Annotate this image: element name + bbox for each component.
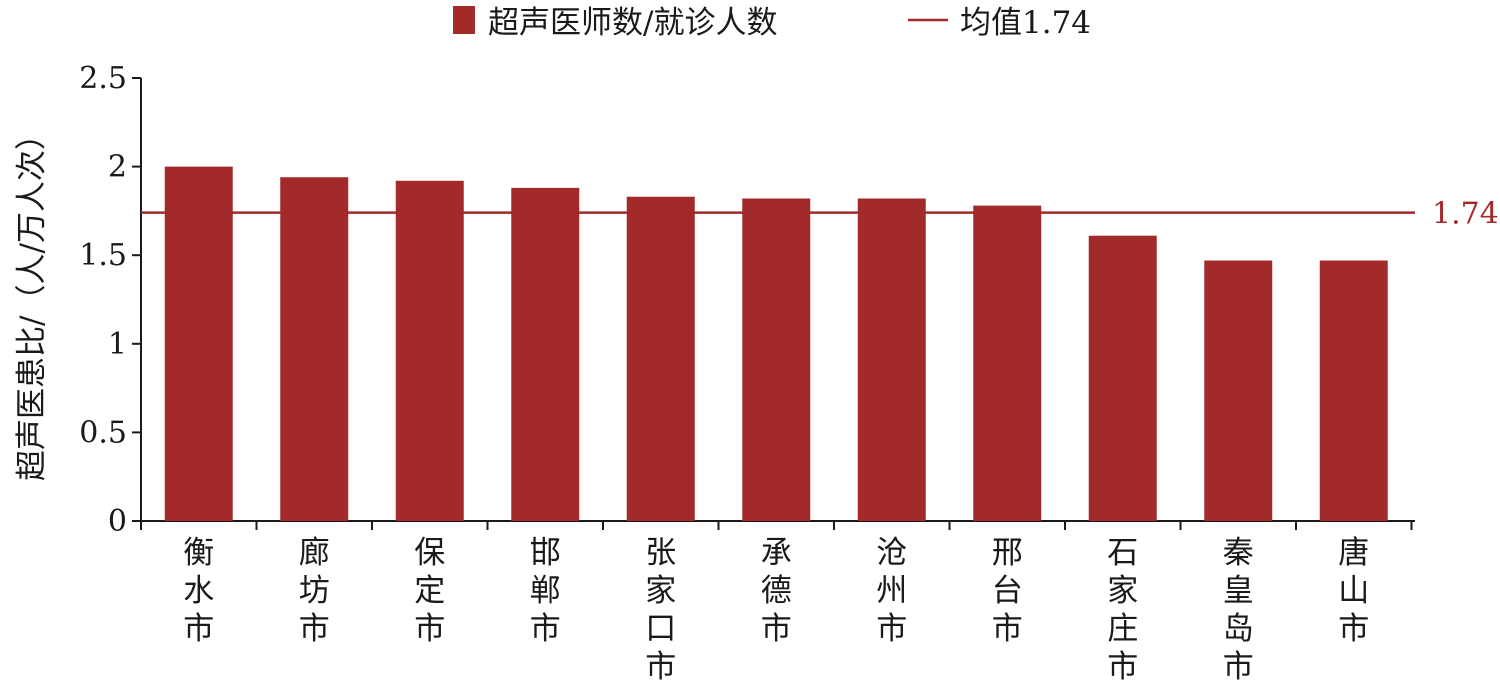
x-category-label: 邢台市 (992, 535, 1023, 647)
y-tick-label: 1 (108, 327, 127, 362)
x-category-label: 保定市 (414, 535, 445, 647)
bar (1204, 260, 1273, 521)
bar (395, 180, 464, 521)
category-labels: 衡水市 廊坊市 保定市 邯郸市 张家口市 承德市 沧州市 邢台市 石家庄市 秦皇岛市 唐山市 (183, 535, 1369, 685)
legend-bar-swatch (453, 6, 475, 34)
bar (857, 198, 926, 521)
y-tick-label: 0 (108, 504, 127, 539)
y-tick-label: 1.5 (79, 238, 127, 273)
bar (973, 205, 1042, 522)
x-category-label: 廊坊市 (299, 535, 330, 647)
bar (626, 196, 695, 521)
y-axis: 0 0.5 1 1.5 2 2.5 (79, 61, 142, 539)
bars (164, 166, 1388, 522)
x-category-label: 石家庄市 (1107, 535, 1138, 685)
bar (164, 166, 233, 521)
legend-mean-label: 均值1.74 (960, 5, 1091, 41)
y-tick-label: 2 (108, 150, 127, 185)
x-category-label: 张家口市 (645, 535, 676, 685)
bar (511, 187, 580, 521)
x-category-label: 邯郸市 (530, 535, 561, 647)
x-category-label: 衡水市 (183, 535, 214, 647)
y-tick-label: 2.5 (79, 61, 127, 96)
x-category-label: 承德市 (761, 535, 792, 647)
bar (1319, 260, 1388, 521)
y-tick-label: 0.5 (79, 415, 127, 450)
bar (742, 198, 811, 521)
legend: 超声医师数/就诊人数 均值1.74 (453, 5, 1091, 41)
legend-bar-label: 超声医师数/就诊人数 (488, 5, 777, 41)
x-axis (140, 520, 1415, 530)
x-category-label: 沧州市 (876, 535, 907, 647)
x-category-label: 唐山市 (1338, 535, 1369, 647)
x-category-label: 秦皇岛市 (1223, 535, 1254, 685)
y-axis-title: 超声医患比/（人/万人次） (14, 119, 50, 481)
mean-value-label: 1.74 (1432, 197, 1499, 232)
bar (1088, 235, 1157, 521)
bar (280, 177, 349, 521)
mean-line-group: 1.74 (141, 197, 1499, 232)
